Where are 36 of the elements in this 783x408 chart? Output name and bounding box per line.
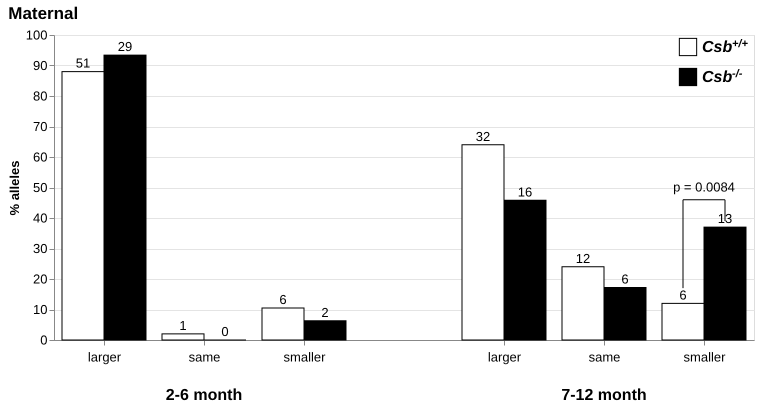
annotation: 13: [718, 211, 732, 226]
y-tick-label: 50: [33, 180, 48, 195]
annotation: 29: [118, 39, 132, 54]
y-tick-label: 60: [33, 150, 48, 164]
annotation: 32: [476, 128, 490, 144]
x-tick-label: smaller: [284, 350, 326, 364]
annotation: 51: [76, 56, 90, 71]
legend-label: Csb+/+: [702, 38, 748, 56]
annotation: 16: [518, 184, 532, 200]
y-tick-label: 20: [33, 272, 48, 286]
annotation: p = 0.0084: [673, 180, 735, 195]
y-tick-label: 70: [33, 119, 48, 134]
y-axis-title: % alleles: [6, 160, 22, 216]
annotation: 6: [679, 287, 687, 302]
y-tick-label: 10: [33, 302, 48, 317]
text: 2-6 month: [166, 387, 242, 404]
x-tick-label: larger: [88, 350, 122, 364]
y-tick-label: 100: [26, 28, 48, 42]
x-tick-label: smaller: [684, 350, 726, 364]
x-tick-label: larger: [488, 350, 522, 364]
y-tick-label: 30: [33, 241, 48, 256]
annotation: 0: [221, 324, 229, 339]
y-tick-label: 80: [33, 88, 48, 104]
legend-label: Csb-/-: [702, 68, 743, 86]
annotation: 1: [179, 318, 187, 333]
x-tick-label: same: [188, 350, 220, 364]
annotation: 6: [279, 292, 287, 307]
y-tick-label: 40: [33, 210, 48, 226]
annotation: 12: [576, 250, 590, 266]
text: 7-12 month: [561, 387, 647, 404]
x-tick-label: same: [588, 350, 620, 364]
annotation: 6: [621, 272, 629, 287]
annotation: 2: [321, 304, 329, 320]
y-tick-label: 90: [33, 58, 48, 73]
chart-title: Maternal: [8, 4, 78, 23]
y-tick-label: 0: [40, 332, 48, 348]
